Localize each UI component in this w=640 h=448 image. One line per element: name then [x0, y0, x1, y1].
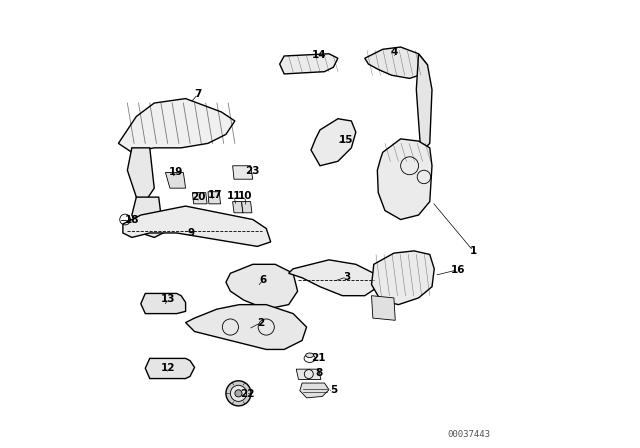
Polygon shape — [123, 206, 271, 246]
Text: 6: 6 — [259, 275, 267, 285]
Text: 10: 10 — [237, 191, 252, 201]
Text: 16: 16 — [451, 265, 465, 275]
Polygon shape — [165, 172, 186, 188]
Polygon shape — [378, 139, 432, 220]
Text: 2: 2 — [257, 318, 264, 327]
Circle shape — [235, 390, 242, 397]
Polygon shape — [186, 305, 307, 349]
Polygon shape — [145, 358, 195, 379]
Polygon shape — [300, 383, 329, 398]
Polygon shape — [311, 119, 356, 166]
Text: 21: 21 — [312, 353, 326, 363]
Polygon shape — [289, 260, 378, 296]
Text: 23: 23 — [246, 166, 260, 176]
Text: 12: 12 — [161, 363, 175, 373]
Circle shape — [226, 381, 251, 406]
Polygon shape — [233, 202, 243, 213]
Text: 9: 9 — [188, 228, 195, 238]
Text: 13: 13 — [161, 294, 175, 304]
Text: 18: 18 — [125, 215, 139, 224]
Polygon shape — [127, 148, 154, 202]
Text: 7: 7 — [195, 89, 202, 99]
Text: 22: 22 — [240, 389, 254, 399]
Polygon shape — [371, 296, 396, 320]
Text: 4: 4 — [390, 47, 397, 57]
Text: 00037443: 00037443 — [447, 430, 490, 439]
Text: 11: 11 — [227, 191, 241, 201]
Text: 15: 15 — [339, 135, 353, 145]
Polygon shape — [417, 54, 432, 152]
Polygon shape — [226, 264, 298, 309]
Polygon shape — [280, 54, 338, 74]
Polygon shape — [132, 197, 163, 237]
Text: 19: 19 — [168, 168, 183, 177]
Text: 17: 17 — [207, 190, 222, 200]
Polygon shape — [141, 293, 186, 314]
Text: 5: 5 — [330, 385, 337, 395]
Polygon shape — [365, 47, 428, 78]
Polygon shape — [371, 251, 435, 305]
Polygon shape — [233, 166, 253, 179]
Text: 14: 14 — [312, 50, 326, 60]
Polygon shape — [208, 192, 221, 204]
Text: 3: 3 — [343, 272, 351, 282]
Polygon shape — [192, 193, 207, 204]
Text: 1: 1 — [470, 246, 477, 256]
Text: 20: 20 — [191, 192, 205, 202]
Text: 8: 8 — [315, 368, 323, 378]
Polygon shape — [118, 99, 235, 152]
Polygon shape — [296, 369, 321, 379]
Circle shape — [230, 385, 246, 401]
Polygon shape — [242, 202, 252, 213]
Ellipse shape — [306, 353, 314, 358]
